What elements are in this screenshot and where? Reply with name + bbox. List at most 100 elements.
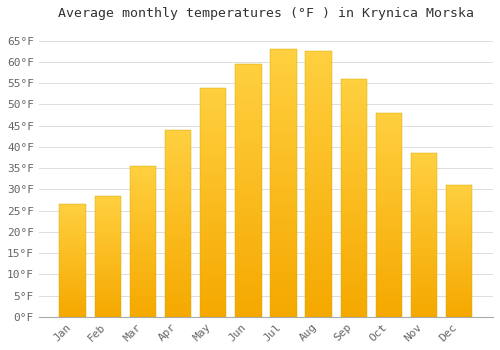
Bar: [270, 87, 296, 92]
Bar: [340, 98, 367, 103]
Bar: [446, 188, 472, 190]
Bar: [446, 272, 472, 275]
Bar: [200, 285, 226, 289]
Bar: [340, 269, 367, 274]
Bar: [130, 211, 156, 214]
Bar: [376, 166, 402, 170]
Bar: [165, 171, 191, 175]
Bar: [60, 270, 86, 272]
Bar: [340, 136, 367, 141]
Bar: [165, 178, 191, 182]
Bar: [306, 89, 332, 94]
Bar: [270, 188, 296, 194]
Bar: [130, 299, 156, 302]
Bar: [411, 186, 438, 189]
Bar: [130, 226, 156, 229]
Bar: [376, 162, 402, 166]
Bar: [130, 205, 156, 208]
Bar: [130, 293, 156, 296]
Bar: [200, 244, 226, 248]
Bar: [270, 183, 296, 188]
Bar: [376, 113, 402, 117]
Bar: [60, 222, 86, 225]
Bar: [94, 239, 121, 242]
Bar: [376, 276, 402, 280]
Bar: [130, 281, 156, 284]
Bar: [60, 260, 86, 263]
Bar: [165, 130, 191, 317]
Bar: [270, 301, 296, 306]
Bar: [340, 265, 367, 269]
Bar: [130, 314, 156, 317]
Bar: [94, 276, 121, 278]
Bar: [235, 287, 262, 292]
Bar: [130, 172, 156, 175]
Bar: [306, 179, 332, 184]
Bar: [235, 89, 262, 94]
Bar: [200, 308, 226, 312]
Bar: [340, 107, 367, 112]
Bar: [270, 140, 296, 146]
Bar: [306, 131, 332, 136]
Bar: [411, 209, 438, 212]
Bar: [94, 266, 121, 268]
Bar: [200, 312, 226, 317]
Bar: [200, 161, 226, 166]
Bar: [446, 285, 472, 288]
Bar: [60, 233, 86, 236]
Bar: [200, 129, 226, 133]
Bar: [94, 259, 121, 261]
Bar: [94, 300, 121, 302]
Bar: [411, 153, 438, 156]
Bar: [235, 206, 262, 211]
Bar: [270, 92, 296, 97]
Bar: [306, 136, 332, 142]
Bar: [340, 122, 367, 127]
Bar: [94, 271, 121, 273]
Bar: [165, 298, 191, 302]
Bar: [270, 194, 296, 199]
Bar: [340, 103, 367, 107]
Bar: [235, 150, 262, 155]
Bar: [306, 216, 332, 221]
Bar: [306, 67, 332, 73]
Bar: [94, 201, 121, 203]
Bar: [376, 154, 402, 158]
Bar: [340, 84, 367, 89]
Bar: [411, 189, 438, 193]
Bar: [130, 308, 156, 311]
Bar: [200, 248, 226, 253]
Bar: [446, 227, 472, 230]
Bar: [130, 175, 156, 178]
Bar: [270, 113, 296, 119]
Bar: [60, 265, 86, 267]
Bar: [235, 226, 262, 231]
Bar: [411, 156, 438, 160]
Bar: [94, 215, 121, 218]
Bar: [94, 298, 121, 300]
Bar: [165, 272, 191, 276]
Bar: [270, 108, 296, 113]
Bar: [376, 170, 402, 174]
Bar: [130, 166, 156, 317]
Bar: [306, 51, 332, 317]
Bar: [165, 220, 191, 223]
Bar: [235, 276, 262, 281]
Bar: [235, 175, 262, 180]
Bar: [411, 274, 438, 278]
Bar: [376, 117, 402, 121]
Bar: [94, 225, 121, 227]
Bar: [376, 195, 402, 198]
Bar: [340, 188, 367, 193]
Bar: [411, 176, 438, 180]
Bar: [411, 206, 438, 209]
Bar: [60, 243, 86, 245]
Bar: [94, 256, 121, 259]
Bar: [376, 264, 402, 268]
Bar: [235, 307, 262, 312]
Bar: [306, 243, 332, 248]
Bar: [235, 261, 262, 266]
Bar: [130, 311, 156, 314]
Bar: [94, 234, 121, 237]
Bar: [446, 270, 472, 272]
